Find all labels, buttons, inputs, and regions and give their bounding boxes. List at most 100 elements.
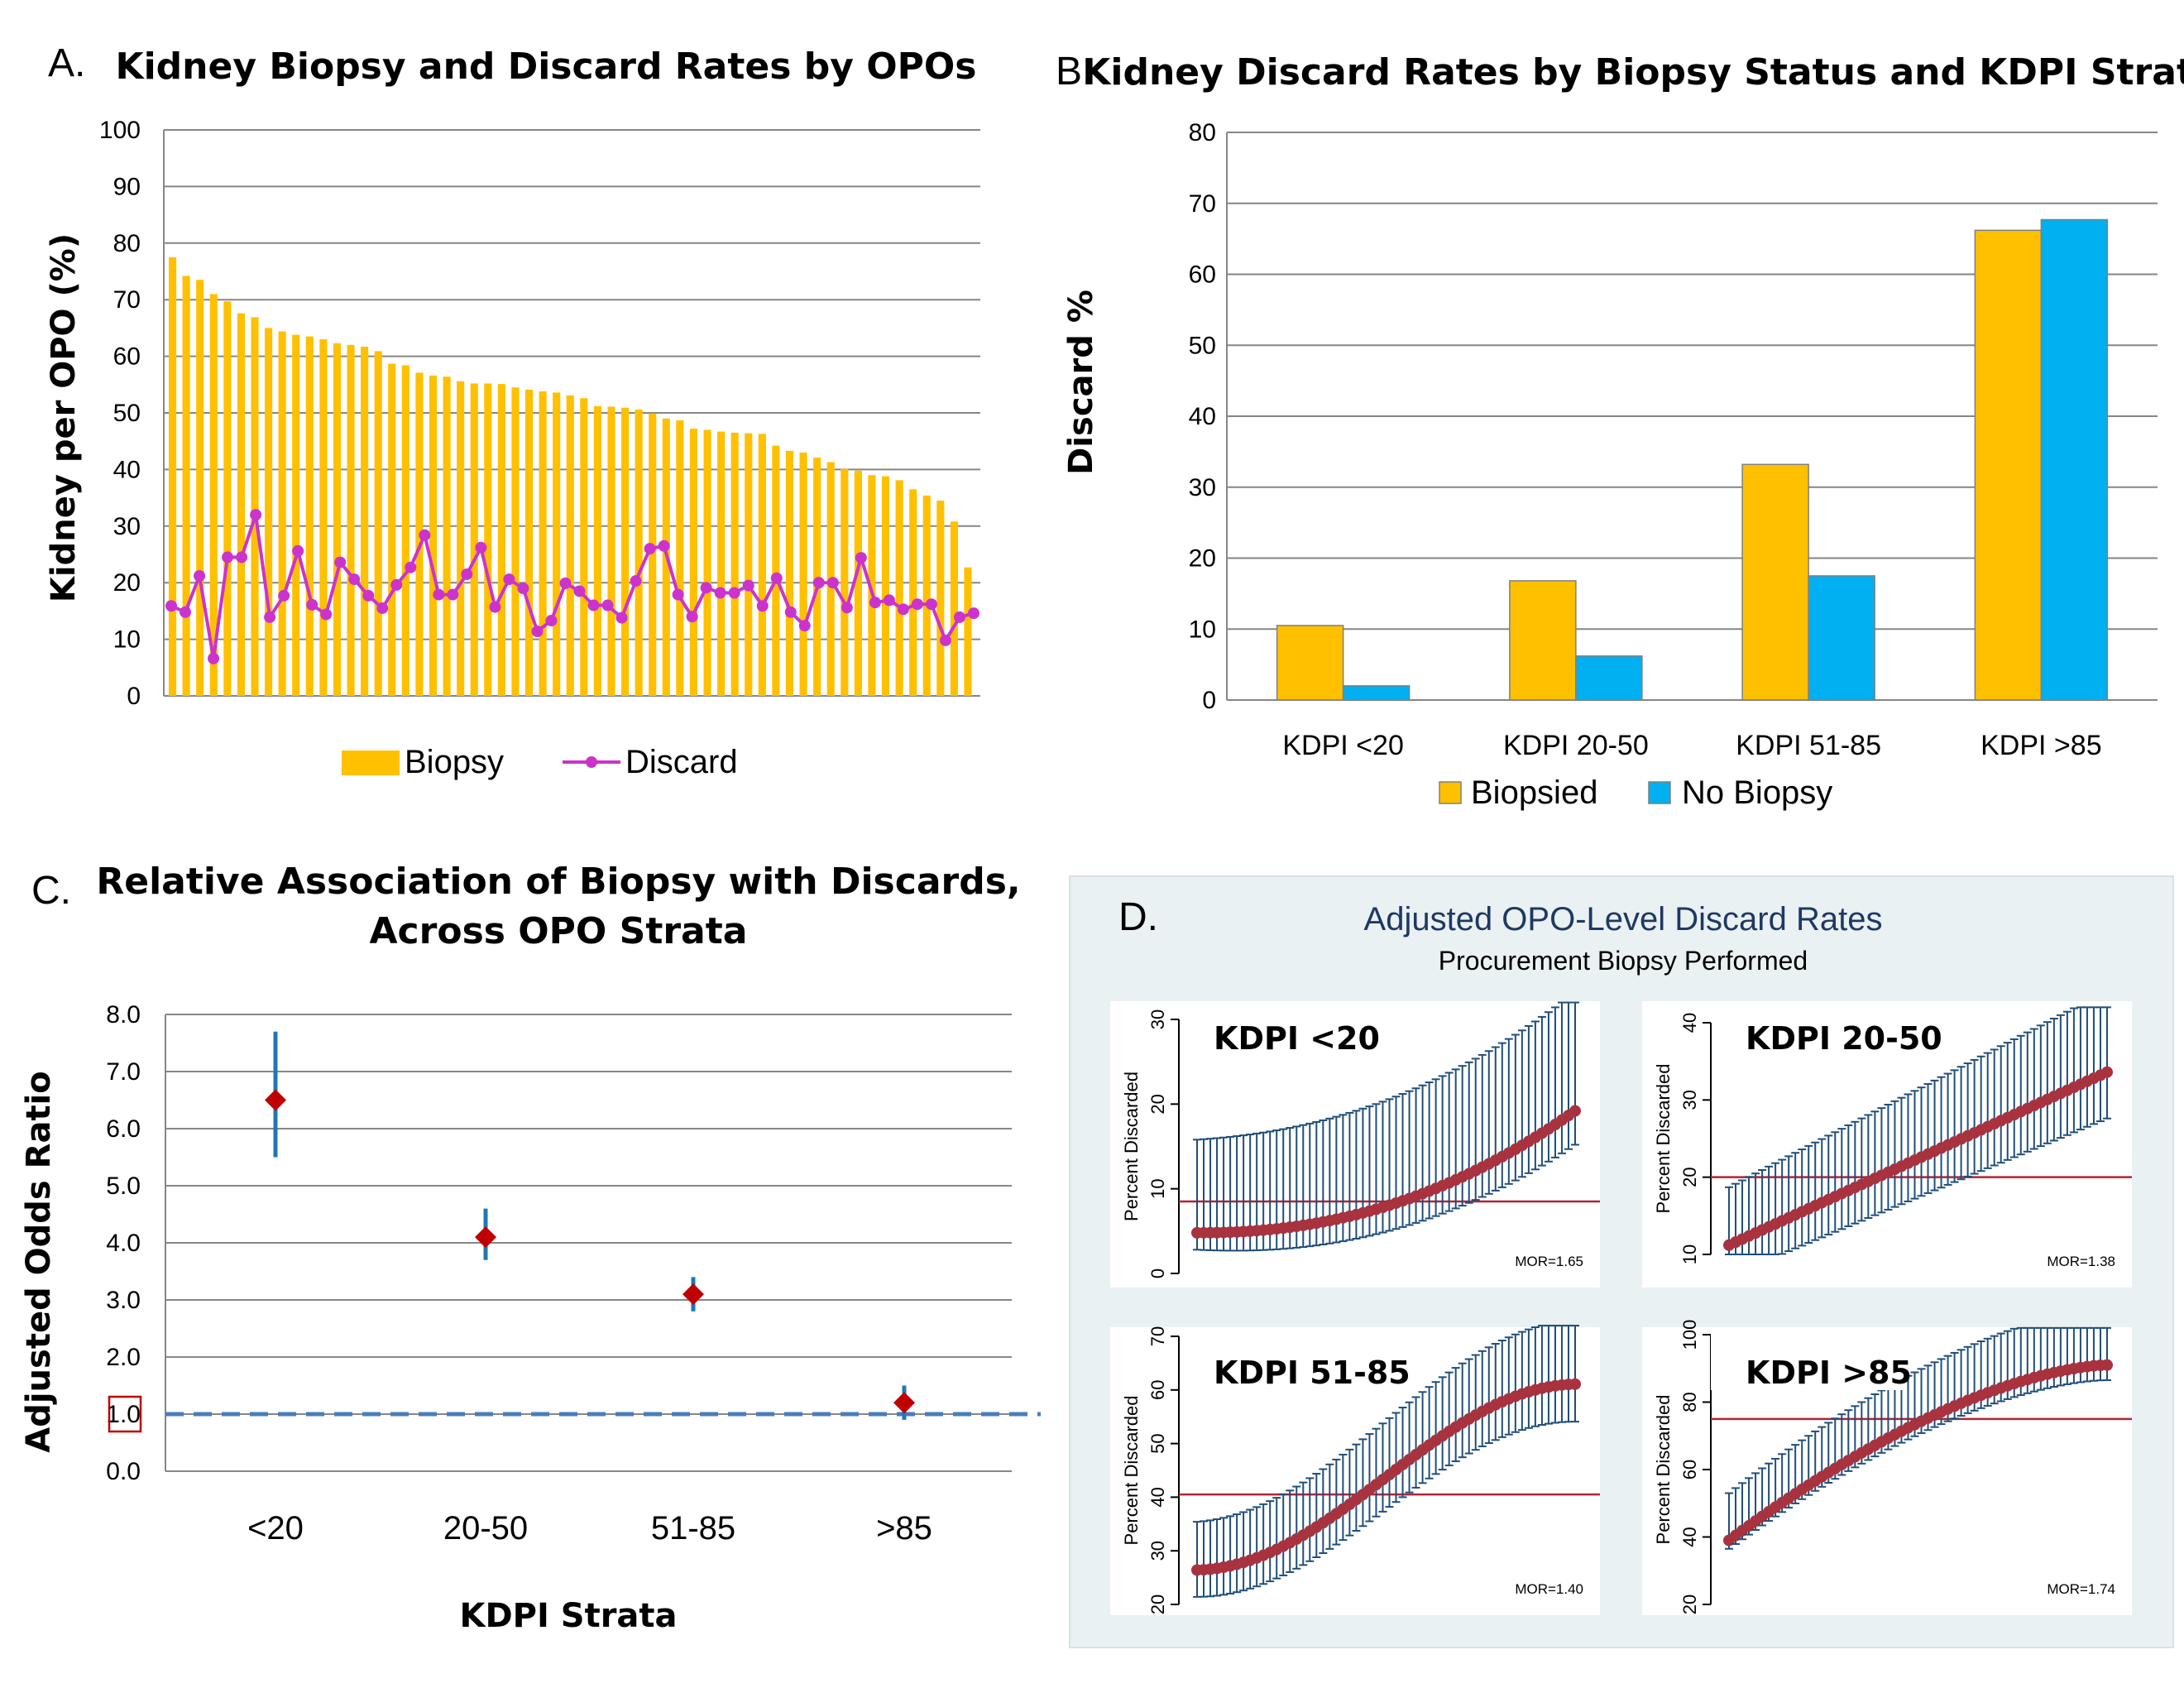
discard-point <box>236 551 248 563</box>
bar-no-biopsy <box>1575 655 1643 701</box>
y-axis-label: Percent Discarded <box>1121 1396 1142 1546</box>
biopsy-bar <box>443 376 451 696</box>
panel-c-estimates <box>265 1031 915 1420</box>
y-tick-label: 40 <box>1679 1013 1700 1033</box>
biopsy-bar <box>374 351 382 696</box>
discard-point <box>601 599 614 611</box>
discard-point <box>405 561 417 573</box>
biopsy-bar <box>196 280 204 696</box>
discard-point <box>545 615 558 627</box>
discard-point <box>925 598 937 611</box>
y-tick-label: 40 <box>1189 403 1216 430</box>
discard-point <box>855 552 867 564</box>
biopsy-bar <box>580 398 588 696</box>
biopsy-bar <box>922 495 931 696</box>
y-tick-label: 0 <box>127 683 141 710</box>
y-tick-label: 10 <box>1147 1178 1168 1198</box>
x-tick-label: 20-50 <box>443 1510 528 1547</box>
discard-point <box>475 541 487 554</box>
discard-point <box>728 587 740 599</box>
biopsy-bar <box>868 475 876 696</box>
y-tick-label: 8.0 <box>106 1001 141 1029</box>
discard-point <box>165 600 177 612</box>
panel-a-legend: Biopsy Discard <box>342 744 738 780</box>
mor-label: MOR=1.38 <box>2047 1254 2115 1269</box>
x-tick-label: KDPI >85 <box>1980 730 2101 761</box>
subplot-kdpi-20: 0 10 20 30 Percent Discarded KDPI <20 MOR=1.65 <box>1110 1001 1600 1288</box>
y-tick-label: 20 <box>1147 1094 1168 1114</box>
subplot-title: KDPI 51-85 <box>1214 1355 1410 1391</box>
panel-c-y-tick-labels: 0.0 1.0 2.0 3.0 4.0 5.0 6.0 7.0 8.0 <box>106 1001 141 1485</box>
biopsy-bar <box>772 445 780 696</box>
biopsy-bar <box>895 480 903 696</box>
discard-point <box>348 573 361 586</box>
discard-point <box>714 587 726 599</box>
discard-point <box>559 577 572 589</box>
biopsy-bar <box>361 346 369 696</box>
y-tick-label: 100 <box>99 117 141 144</box>
odds-ratio-marker <box>682 1283 704 1306</box>
discard-point <box>573 585 586 597</box>
subplot-frame <box>1110 1327 1600 1615</box>
mor-label: MOR=1.40 <box>1515 1581 1583 1597</box>
panel-b-bars <box>1276 218 2109 701</box>
legend-label-discard: Discard <box>625 744 738 780</box>
subplot-title: KDPI 20-50 <box>1746 1020 1942 1057</box>
subplot-title: KDPI <20 <box>1214 1020 1380 1057</box>
bar-biopsied <box>1276 625 1344 701</box>
discard-point <box>489 601 501 613</box>
y-tick-label: 20 <box>113 569 141 597</box>
y-tick-label: 70 <box>113 286 141 314</box>
y-tick-label: 2.0 <box>106 1344 141 1371</box>
discard-point <box>883 594 895 607</box>
discard-point <box>953 611 965 623</box>
biopsy-bar <box>950 521 958 696</box>
discard-point <box>320 608 333 621</box>
discard-point <box>447 588 459 601</box>
biopsy-bar <box>401 365 410 696</box>
legend-swatch-no-biopsy <box>1648 781 1671 804</box>
biopsy-bar <box>621 407 630 696</box>
x-tick-label: 51-85 <box>651 1510 735 1547</box>
y-tick-label: 60 <box>1147 1380 1168 1400</box>
biopsy-bar <box>223 301 232 696</box>
panel-a-biopsy-bars <box>169 257 972 696</box>
y-tick-label: 5.0 <box>106 1172 141 1200</box>
discard-point <box>700 582 712 594</box>
panel-d-label: D. <box>1118 895 1158 939</box>
opo-point <box>2101 1066 2113 1078</box>
panel-c: C. Relative Association of Biopsy with D… <box>20 861 1041 1635</box>
biopsy-bar <box>209 294 218 696</box>
biopsy-bar <box>785 450 794 696</box>
y-tick-label: 80 <box>113 230 141 257</box>
y-tick-label: 0 <box>1202 687 1216 714</box>
discard-point <box>968 607 979 620</box>
panel-d-title: Adjusted OPO-Level Discard Rates <box>1364 901 1883 938</box>
y-tick-label: 80 <box>1679 1392 1700 1412</box>
legend-marker-discard <box>586 756 597 768</box>
y-tick-label: 100 <box>1679 1320 1700 1350</box>
discard-point <box>939 634 951 646</box>
discard-point <box>419 529 431 541</box>
panel-d-subtitle: Procurement Biopsy Performed <box>1439 946 1808 976</box>
y-axis-label: Percent Discarded <box>1653 1064 1674 1214</box>
legend-swatch-biopsied <box>1439 781 1462 804</box>
subplot-title: KDPI >85 <box>1746 1355 1912 1391</box>
odds-ratio-marker <box>265 1089 286 1111</box>
biopsy-bar <box>237 313 245 696</box>
discard-point <box>208 652 220 664</box>
biopsy-bar <box>484 383 492 696</box>
biopsy-bar <box>758 434 766 696</box>
y-axis-label: Percent Discarded <box>1121 1072 1142 1221</box>
y-tick-label: 30 <box>113 513 141 540</box>
biopsy-bar <box>607 406 615 696</box>
y-tick-label: 60 <box>1189 261 1216 289</box>
discard-point <box>433 588 445 601</box>
discard-point <box>644 543 656 555</box>
x-tick-label: <20 <box>247 1510 304 1547</box>
opo-point <box>1569 1105 1581 1117</box>
y-tick-label: 50 <box>1189 332 1216 359</box>
panel-b: B. Kidney Discard Rates by Biopsy Status… <box>1056 50 2184 811</box>
discard-point <box>869 597 881 609</box>
panel-c-y-axis-label: Adjusted Odds Ratio <box>20 1071 58 1453</box>
